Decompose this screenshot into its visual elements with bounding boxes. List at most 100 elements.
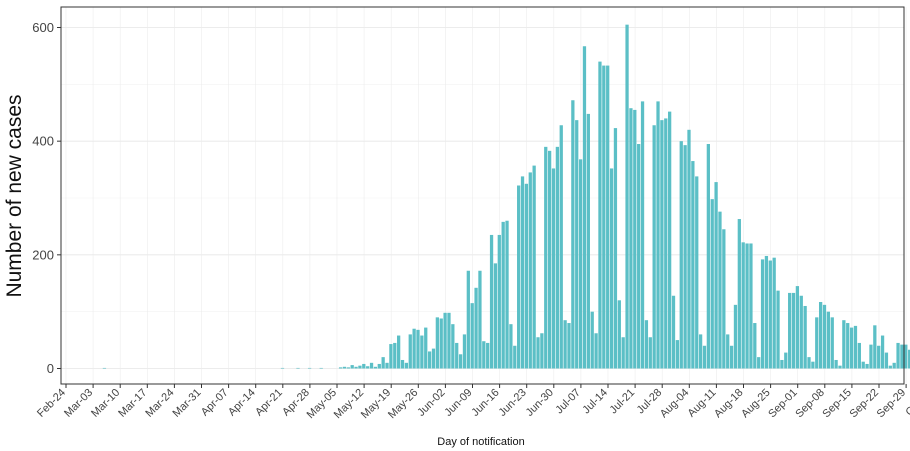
bar [102,367,107,369]
bar [749,243,753,369]
x-tick-label: Apr-14 [226,387,258,419]
bar [555,146,560,369]
x-tick-label: Mar-10 [89,387,122,420]
bar [524,183,529,369]
bar [741,242,745,369]
bar [683,145,687,369]
bar [822,304,827,369]
bar [865,363,869,369]
bar [753,323,757,369]
bar [571,100,575,369]
bar [462,334,467,369]
x-tick-label: Mar-17 [116,387,149,420]
bar [668,111,672,369]
bar [629,108,633,369]
bar [385,362,389,369]
bar [679,141,683,369]
bar [745,243,749,369]
bar [834,359,838,369]
bar [880,335,885,369]
bar [695,176,699,369]
bar [458,354,463,369]
bar [381,357,385,369]
x-tick-label: Sep-08 [793,387,827,421]
x-tick-label: Aug-25 [739,387,773,421]
x-tick-label: Jun-30 [524,387,556,419]
bar [764,255,769,369]
bar [830,317,834,369]
x-tick-label: Jun-02 [415,387,447,419]
bar [586,113,590,369]
bar [513,345,517,369]
x-tick-label: Feb-24 [35,387,68,420]
bar [644,320,649,369]
bar [788,292,792,369]
bar [706,144,710,369]
bar [633,109,637,369]
bar [729,345,734,369]
bar [439,318,443,369]
x-tick-label: Jun-23 [497,387,529,419]
bar [420,335,424,369]
bar [486,342,490,369]
x-tick-label: Sep-01 [766,387,800,421]
bar [602,65,606,369]
bar [768,260,772,369]
x-tick-label: Aug-11 [686,387,719,420]
bar [451,324,455,369]
bar [296,367,300,369]
bar [815,317,819,369]
bar [354,366,358,369]
bar [795,286,800,369]
bar [369,362,374,369]
bar [509,324,513,369]
bar [424,327,428,369]
bar [578,159,583,369]
y-tick-label: 200 [32,247,54,262]
bar [342,366,347,369]
bar [594,333,598,369]
bar [493,263,498,369]
bar [846,323,850,369]
bar [652,125,656,369]
x-tick-label: Sep-15 [820,387,854,421]
bar [807,357,811,369]
bar [637,144,641,369]
bar [393,342,397,369]
bar [687,129,691,369]
y-tick-label: 600 [32,20,54,35]
x-tick-label: Jun-16 [469,387,501,419]
bar [726,334,730,369]
bar [358,365,362,369]
bars [102,24,910,369]
bar [373,366,378,369]
bar [621,337,625,369]
x-tick-label: May-26 [386,387,420,421]
bar [791,292,796,369]
bar [884,352,889,369]
bar [908,349,910,369]
bar [563,320,567,369]
x-tick-label: Sep-29 [875,387,909,421]
bar [435,317,439,369]
bar [575,120,579,369]
bar [536,337,540,369]
bar [904,344,908,369]
bar [776,290,780,369]
bar [714,182,718,369]
bar [520,176,525,369]
bar [710,199,714,369]
bar [528,172,532,369]
bar [617,300,621,369]
x-tick-label: Jul-14 [580,387,610,417]
bar [838,365,842,369]
bar [842,320,846,369]
bar [869,344,873,369]
bar [826,311,831,369]
bar [660,120,664,369]
x-tick-label: Sep-22 [848,387,882,421]
bar [656,101,660,369]
bar [780,359,784,369]
bar [640,101,645,369]
x-tick-label: Apr-21 [253,387,285,419]
